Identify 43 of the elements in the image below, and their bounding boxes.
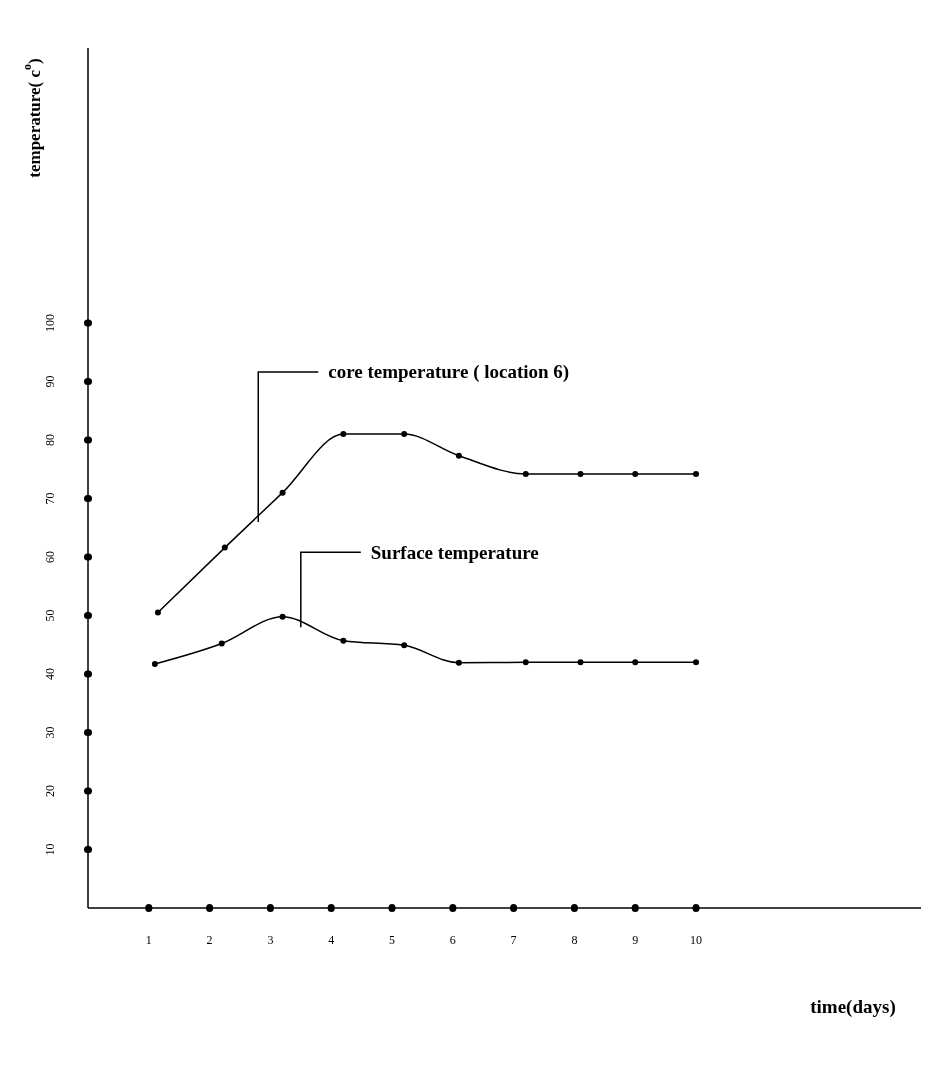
y-tick-label: 90 <box>43 375 57 388</box>
point <box>340 637 347 644</box>
point <box>151 661 158 668</box>
point <box>218 640 225 647</box>
y-tick-label: 10 <box>43 843 57 856</box>
point <box>522 659 529 666</box>
x-tick-label: 2 <box>206 933 213 947</box>
point <box>522 470 529 477</box>
point <box>632 470 639 477</box>
x-tick-label: 1 <box>145 933 152 947</box>
point <box>340 431 347 438</box>
point <box>279 613 286 620</box>
point <box>279 489 286 496</box>
point <box>221 544 228 551</box>
x-tick-label: 6 <box>449 933 456 947</box>
x-tick-label: 4 <box>328 933 335 947</box>
point <box>693 470 700 477</box>
annotation: Surface temperature <box>370 541 539 563</box>
y-tick-label: 30 <box>43 726 57 739</box>
x-tick-label: 3 <box>267 933 274 947</box>
annotation: core temperature ( location 6) <box>328 361 570 384</box>
point <box>455 452 462 459</box>
y-tick-label: 40 <box>43 667 57 680</box>
point <box>693 659 700 666</box>
y-tick-label: 80 <box>43 433 57 446</box>
y-tick-label: 50 <box>43 609 57 622</box>
point <box>455 659 462 666</box>
point <box>401 431 408 438</box>
x-tick-label: 7 <box>510 933 517 947</box>
x-tick-label: 9 <box>632 933 639 947</box>
y-tick-label: 70 <box>43 492 57 505</box>
x-tick-label: 10 <box>690 933 703 947</box>
x-tick-label: 8 <box>571 933 578 947</box>
point <box>401 642 408 649</box>
x-tick-label: 5 <box>389 933 396 947</box>
x-axis-title: time(days) <box>810 996 896 1018</box>
point <box>154 609 161 616</box>
y-tick-label: 20 <box>43 784 57 797</box>
y-tick-label: 100 <box>43 313 57 332</box>
y-tick-label: 60 <box>43 550 57 563</box>
point <box>632 659 639 666</box>
point <box>577 470 584 477</box>
point <box>577 659 584 666</box>
